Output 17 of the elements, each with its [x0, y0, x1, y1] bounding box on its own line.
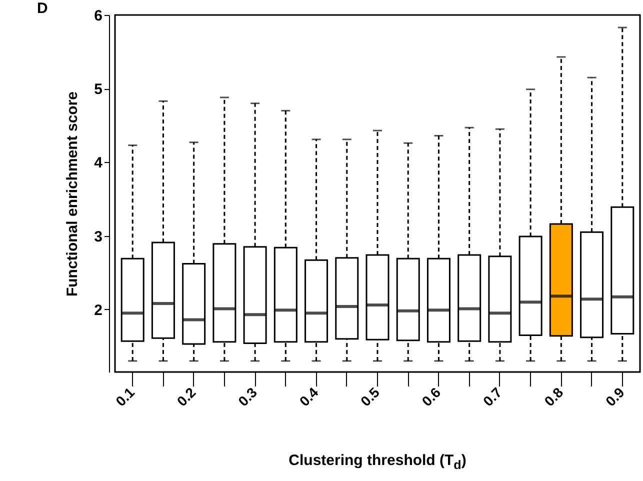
- y-tick-label: 6: [94, 8, 102, 24]
- x-tick-label: 0.8: [541, 384, 566, 410]
- x-tick-label: 0.5: [357, 384, 383, 410]
- x-tick-label: 0.1: [112, 384, 138, 410]
- y-tick-label: 2: [94, 302, 102, 319]
- x-tick-label: 0.4: [296, 384, 322, 410]
- y-tick-label: 4: [94, 154, 104, 172]
- chart-title: D: [37, 0, 48, 17]
- y-tick-label: 3: [94, 228, 102, 246]
- x-axis-title: Clustering threshold (T$_{d}$): [288, 452, 468, 472]
- x-tick-label: 0.7: [480, 384, 506, 410]
- y-axis-title: Functional enrichment score: [64, 91, 82, 297]
- x-tick-label: 0.2: [174, 384, 199, 410]
- y-tick-label: 5: [94, 81, 102, 98]
- x-tick-label: 0.9: [602, 384, 628, 410]
- x-tick-label: 0.6: [418, 384, 444, 410]
- x-tick-label: 0.3: [234, 384, 260, 410]
